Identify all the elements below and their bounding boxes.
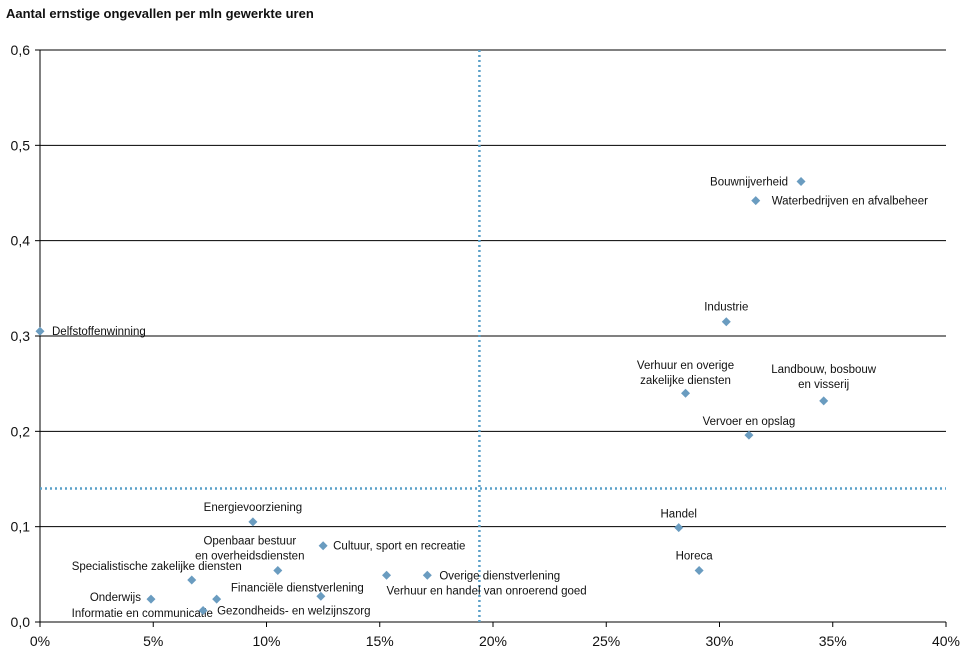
data-point — [248, 517, 258, 527]
data-point — [273, 566, 283, 576]
x-tick-label: 40% — [932, 633, 960, 649]
x-tick-label: 20% — [479, 633, 507, 649]
x-tick-label: 0% — [30, 633, 50, 649]
data-point — [318, 541, 328, 551]
y-tick-label: 0,6 — [11, 42, 31, 58]
data-point — [316, 591, 326, 601]
point-label: Cultuur, sport en recreatie — [333, 541, 465, 553]
data-point — [212, 594, 222, 604]
point-label: Landbouw, bosbouw — [771, 364, 877, 376]
data-point — [35, 326, 45, 336]
point-label: Delfstoffenwinning — [52, 326, 146, 338]
data-point — [674, 523, 684, 533]
point-label: Industrie — [704, 302, 748, 314]
point-label: Verhuur en overige — [637, 360, 734, 372]
point-label: Handel — [661, 509, 697, 521]
x-tick-label: 5% — [143, 633, 163, 649]
point-label: Vervoer en opslag — [703, 416, 796, 428]
data-point — [721, 317, 731, 327]
point-label: Energievoorziening — [204, 502, 302, 514]
x-tick-label: 15% — [366, 633, 394, 649]
data-point — [796, 177, 806, 187]
point-label: Bouwnijverheid — [710, 177, 788, 189]
x-tick-label: 10% — [252, 633, 280, 649]
data-point — [751, 196, 761, 206]
data-point — [187, 575, 197, 585]
y-tick-label: 0,5 — [11, 137, 31, 153]
point-label: Overige dienstverlening — [439, 570, 560, 582]
data-point — [681, 388, 691, 398]
point-label: Verhuur en handel van onroerend goed — [387, 585, 587, 597]
data-point — [422, 570, 432, 580]
point-label: Gezondheids- en welzijnszorg — [217, 606, 370, 618]
x-tick-label: 30% — [705, 633, 733, 649]
y-tick-label: 0,0 — [11, 614, 31, 630]
x-tick-label: 35% — [819, 633, 847, 649]
data-point — [694, 566, 704, 576]
point-label: Horeca — [676, 551, 714, 563]
point-label: Specialistische zakelijke diensten — [72, 561, 242, 573]
chart-title: Aantal ernstige ongevallen per mln gewer… — [6, 6, 314, 21]
y-tick-label: 0,2 — [11, 423, 31, 439]
point-label: Waterbedrijven en afvalbeheer — [772, 196, 928, 208]
data-point — [744, 430, 754, 440]
point-label: en overheidsdiensten — [195, 551, 304, 563]
point-label: Onderwijs — [90, 592, 141, 604]
data-point — [382, 570, 392, 580]
x-tick-label: 25% — [592, 633, 620, 649]
data-point — [146, 594, 156, 604]
point-label: Openbaar bestuur — [203, 536, 296, 548]
y-tick-label: 0,1 — [11, 519, 31, 535]
y-tick-label: 0,3 — [11, 328, 31, 344]
y-tick-label: 0,4 — [11, 233, 31, 249]
point-label: en visserij — [798, 379, 849, 391]
point-label: Informatie en communicatie — [72, 608, 213, 620]
point-label: Financiële dienstverlening — [231, 582, 364, 594]
point-label: zakelijke diensten — [640, 375, 731, 387]
data-point — [819, 396, 829, 406]
data-point — [198, 606, 208, 616]
